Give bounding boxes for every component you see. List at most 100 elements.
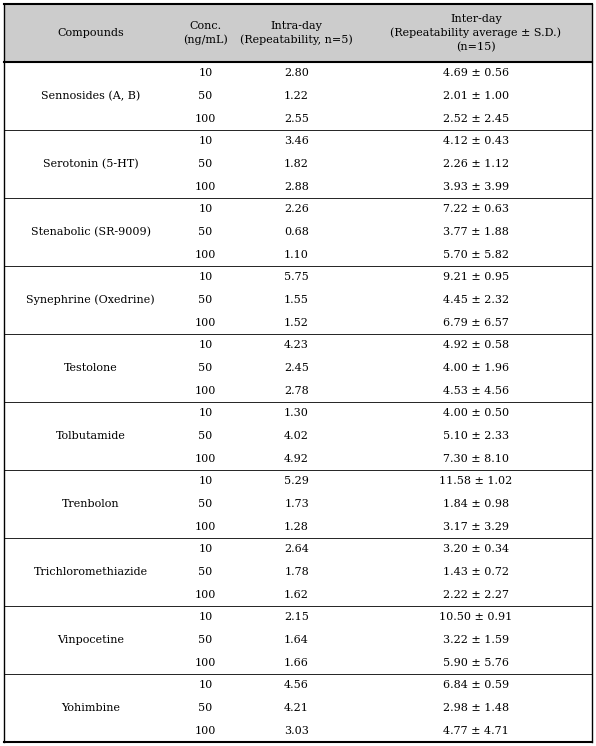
Text: 4.92 ± 0.58: 4.92 ± 0.58 xyxy=(443,340,509,351)
Text: 10: 10 xyxy=(198,680,213,690)
Text: 5.29: 5.29 xyxy=(284,477,309,486)
Text: 10.50 ± 0.91: 10.50 ± 0.91 xyxy=(439,612,513,622)
Text: 10: 10 xyxy=(198,272,213,282)
Text: 1.78: 1.78 xyxy=(284,567,309,577)
Text: 50: 50 xyxy=(198,499,213,509)
Text: 1.43 ± 0.72: 1.43 ± 0.72 xyxy=(443,567,509,577)
Text: 1.55: 1.55 xyxy=(284,295,309,305)
Text: 1.30: 1.30 xyxy=(284,408,309,419)
Text: 1.84 ± 0.98: 1.84 ± 0.98 xyxy=(443,499,509,509)
Text: 1.52: 1.52 xyxy=(284,318,309,327)
Text: 2.98 ± 1.48: 2.98 ± 1.48 xyxy=(443,703,509,713)
Text: 3.17 ± 3.29: 3.17 ± 3.29 xyxy=(443,521,509,532)
Text: 2.22 ± 2.27: 2.22 ± 2.27 xyxy=(443,589,509,600)
Text: 100: 100 xyxy=(195,113,216,124)
Text: Conc.
(ng/mL): Conc. (ng/mL) xyxy=(183,21,228,45)
Text: 3.93 ± 3.99: 3.93 ± 3.99 xyxy=(443,182,509,192)
Text: 7.30 ± 8.10: 7.30 ± 8.10 xyxy=(443,454,509,464)
Text: 50: 50 xyxy=(198,635,213,645)
Text: 2.52 ± 2.45: 2.52 ± 2.45 xyxy=(443,113,509,124)
Text: 1.28: 1.28 xyxy=(284,521,309,532)
Text: 50: 50 xyxy=(198,363,213,373)
Text: 1.82: 1.82 xyxy=(284,159,309,169)
Text: 2.45: 2.45 xyxy=(284,363,309,373)
Text: 2.01 ± 1.00: 2.01 ± 1.00 xyxy=(443,91,509,101)
Bar xyxy=(4,4,592,62)
Text: 4.23: 4.23 xyxy=(284,340,309,351)
Text: Tolbutamide: Tolbutamide xyxy=(56,431,126,441)
Text: 1.10: 1.10 xyxy=(284,250,309,260)
Text: 100: 100 xyxy=(195,726,216,736)
Text: 1.73: 1.73 xyxy=(284,499,309,509)
Text: Sennosides (A, B): Sennosides (A, B) xyxy=(41,91,140,101)
Text: 4.12 ± 0.43: 4.12 ± 0.43 xyxy=(443,137,509,146)
Text: 100: 100 xyxy=(195,386,216,395)
Text: Trenbolon: Trenbolon xyxy=(62,499,120,509)
Text: 100: 100 xyxy=(195,250,216,260)
Text: 7.22 ± 0.63: 7.22 ± 0.63 xyxy=(443,204,509,214)
Text: 100: 100 xyxy=(195,182,216,192)
Text: 10: 10 xyxy=(198,69,213,78)
Text: 5.10 ± 2.33: 5.10 ± 2.33 xyxy=(443,431,509,441)
Text: 50: 50 xyxy=(198,431,213,441)
Text: Yohimbine: Yohimbine xyxy=(61,703,120,713)
Text: Trichloromethiazide: Trichloromethiazide xyxy=(33,567,148,577)
Text: 3.77 ± 1.88: 3.77 ± 1.88 xyxy=(443,227,509,237)
Text: 10: 10 xyxy=(198,137,213,146)
Text: Synephrine (Oxedrine): Synephrine (Oxedrine) xyxy=(26,295,155,305)
Text: 2.64: 2.64 xyxy=(284,545,309,554)
Text: 3.20 ± 0.34: 3.20 ± 0.34 xyxy=(443,545,509,554)
Text: 4.56: 4.56 xyxy=(284,680,309,690)
Text: Stenabolic (SR-9009): Stenabolic (SR-9009) xyxy=(31,227,151,237)
Text: Compounds: Compounds xyxy=(57,28,124,38)
Text: 10: 10 xyxy=(198,545,213,554)
Text: 4.92: 4.92 xyxy=(284,454,309,464)
Text: Testolone: Testolone xyxy=(64,363,117,373)
Text: 1.22: 1.22 xyxy=(284,91,309,101)
Text: 100: 100 xyxy=(195,318,216,327)
Text: 2.80: 2.80 xyxy=(284,69,309,78)
Text: 4.02: 4.02 xyxy=(284,431,309,441)
Text: Intra-day
(Repeatability, n=5): Intra-day (Repeatability, n=5) xyxy=(240,21,353,45)
Text: 100: 100 xyxy=(195,521,216,532)
Text: 50: 50 xyxy=(198,703,213,713)
Text: 1.62: 1.62 xyxy=(284,589,309,600)
Text: 11.58 ± 1.02: 11.58 ± 1.02 xyxy=(439,477,513,486)
Text: 2.55: 2.55 xyxy=(284,113,309,124)
Text: 100: 100 xyxy=(195,454,216,464)
Text: 9.21 ± 0.95: 9.21 ± 0.95 xyxy=(443,272,509,282)
Text: 100: 100 xyxy=(195,589,216,600)
Text: 3.22 ± 1.59: 3.22 ± 1.59 xyxy=(443,635,509,645)
Text: Inter-day
(Repeatability average ± S.D.)
(n=15): Inter-day (Repeatability average ± S.D.)… xyxy=(390,14,561,51)
Text: 10: 10 xyxy=(198,204,213,214)
Text: 5.70 ± 5.82: 5.70 ± 5.82 xyxy=(443,250,509,260)
Text: 6.79 ± 6.57: 6.79 ± 6.57 xyxy=(443,318,509,327)
Text: 50: 50 xyxy=(198,295,213,305)
Text: Vinpocetine: Vinpocetine xyxy=(57,635,124,645)
Text: 5.90 ± 5.76: 5.90 ± 5.76 xyxy=(443,658,509,668)
Text: 5.75: 5.75 xyxy=(284,272,309,282)
Text: 10: 10 xyxy=(198,408,213,419)
Text: 4.00 ± 1.96: 4.00 ± 1.96 xyxy=(443,363,509,373)
Text: 50: 50 xyxy=(198,159,213,169)
Text: 4.00 ± 0.50: 4.00 ± 0.50 xyxy=(443,408,509,419)
Text: 50: 50 xyxy=(198,227,213,237)
Text: 1.64: 1.64 xyxy=(284,635,309,645)
Text: 3.46: 3.46 xyxy=(284,137,309,146)
Text: 6.84 ± 0.59: 6.84 ± 0.59 xyxy=(443,680,509,690)
Text: 3.03: 3.03 xyxy=(284,726,309,736)
Text: 4.77 ± 4.71: 4.77 ± 4.71 xyxy=(443,726,509,736)
Text: 50: 50 xyxy=(198,567,213,577)
Text: 2.78: 2.78 xyxy=(284,386,309,395)
Text: 4.53 ± 4.56: 4.53 ± 4.56 xyxy=(443,386,509,395)
Text: 10: 10 xyxy=(198,612,213,622)
Text: 10: 10 xyxy=(198,477,213,486)
Text: 100: 100 xyxy=(195,658,216,668)
Text: 10: 10 xyxy=(198,340,213,351)
Text: 0.68: 0.68 xyxy=(284,227,309,237)
Text: 2.26 ± 1.12: 2.26 ± 1.12 xyxy=(443,159,509,169)
Text: 2.26: 2.26 xyxy=(284,204,309,214)
Text: 2.88: 2.88 xyxy=(284,182,309,192)
Text: 50: 50 xyxy=(198,91,213,101)
Text: Serotonin (5-HT): Serotonin (5-HT) xyxy=(43,159,138,169)
